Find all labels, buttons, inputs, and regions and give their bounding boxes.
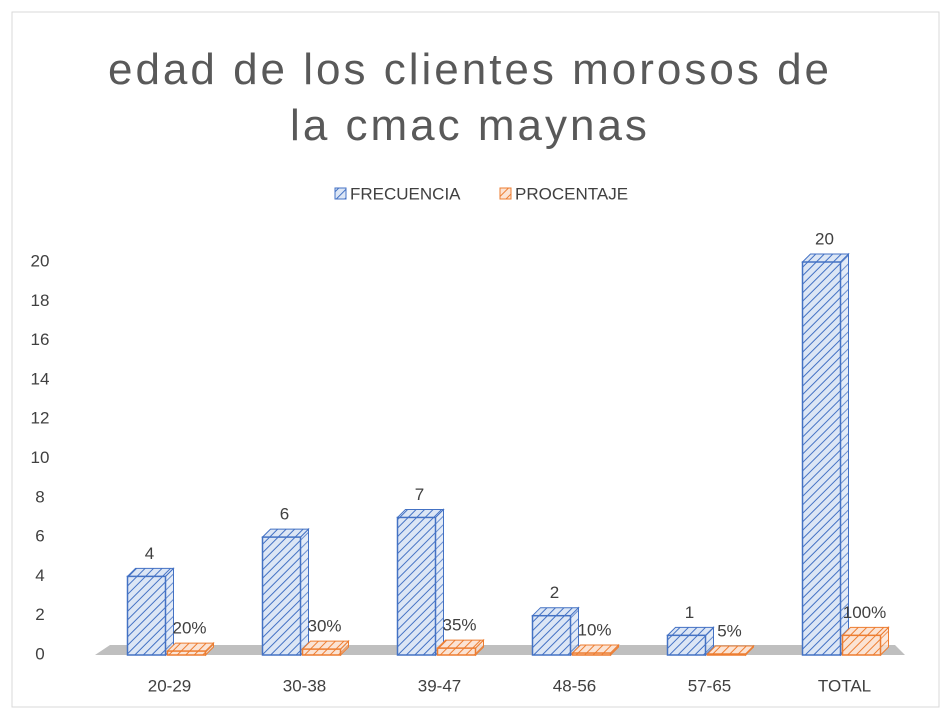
y-tick-label: 14	[31, 369, 50, 388]
legend-swatch	[499, 187, 512, 200]
bar	[841, 626, 890, 657]
bar-face	[126, 567, 175, 577]
bar-face	[301, 648, 342, 656]
chart-title: edad de los clientes morosos de la cmac …	[107, 45, 833, 150]
y-tick-label: 16	[31, 330, 50, 349]
bar-face	[840, 252, 849, 657]
bar	[261, 527, 310, 657]
x-tick-label: 30-38	[283, 676, 326, 695]
bar	[126, 567, 175, 657]
bar-face	[165, 567, 174, 657]
y-tick-label: 12	[31, 409, 50, 428]
bar-face	[841, 634, 882, 656]
bar	[166, 641, 215, 657]
x-tick-label: TOTAL	[818, 676, 871, 695]
x-tick-label: 20-29	[148, 676, 191, 695]
bar	[396, 508, 445, 657]
y-tick-label: 8	[35, 487, 44, 506]
y-tick-label: 0	[35, 644, 44, 663]
bar	[436, 638, 485, 657]
data-label: 100%	[843, 603, 886, 622]
y-tick-label: 20	[31, 251, 50, 270]
bar-face	[801, 253, 850, 263]
bar-face	[301, 640, 350, 650]
legend-label: PROCENTAJE	[515, 184, 628, 203]
bar	[801, 252, 850, 657]
bar-face	[841, 626, 890, 636]
bar	[706, 644, 755, 657]
bar	[531, 606, 580, 657]
bar-face	[126, 575, 167, 656]
data-label: 1	[685, 603, 694, 622]
bar-face	[531, 607, 580, 617]
bar-face	[706, 645, 755, 655]
bar-face	[571, 652, 612, 656]
x-tick-label: 39-47	[418, 676, 461, 695]
y-tick-label: 2	[35, 605, 44, 624]
floor	[95, 645, 905, 655]
data-label: 35%	[442, 616, 476, 635]
data-label: 5%	[717, 622, 742, 641]
bar-face	[396, 508, 445, 518]
bar-face	[706, 653, 747, 656]
legend-swatch	[334, 187, 347, 200]
bar-face	[436, 647, 477, 656]
bar-face	[801, 261, 842, 656]
bar	[301, 639, 350, 657]
bar-face	[531, 614, 572, 656]
x-tick-label: 48-56	[553, 676, 596, 695]
y-tick-label: 6	[35, 527, 44, 546]
data-label: 2	[550, 583, 559, 602]
data-label: 20%	[172, 619, 206, 638]
bar-face	[300, 527, 309, 657]
bar-face	[396, 516, 437, 656]
bar-face	[436, 639, 485, 649]
y-tick-label: 18	[31, 291, 50, 310]
y-tick-label: 4	[35, 566, 44, 585]
bar-face	[666, 626, 715, 636]
data-label: 4	[145, 544, 154, 563]
data-label: 6	[280, 505, 289, 524]
bar-face	[166, 642, 215, 652]
bar-face	[261, 528, 310, 538]
x-tick-label: 57-65	[688, 676, 731, 695]
bar-face	[666, 634, 707, 656]
data-label: 10%	[577, 621, 611, 640]
bar-face	[571, 644, 620, 654]
bar	[571, 643, 620, 657]
bar-face	[166, 650, 207, 656]
bar-face	[261, 536, 302, 656]
data-label: 20	[815, 229, 834, 248]
bar	[666, 626, 715, 657]
legend-label: FRECUENCIA	[350, 184, 461, 203]
data-label: 7	[415, 485, 424, 504]
data-label: 30%	[307, 617, 341, 636]
y-tick-label: 10	[31, 448, 50, 467]
